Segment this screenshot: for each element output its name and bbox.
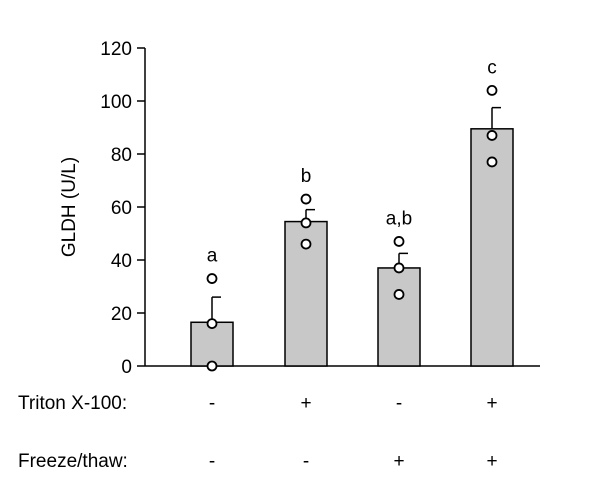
data-point — [300, 217, 312, 229]
condition-value: + — [393, 451, 404, 472]
condition-value: - — [209, 451, 215, 472]
data-point — [486, 130, 498, 141]
condition-label: Triton X-100: — [18, 393, 127, 414]
y-tick-label: 60 — [111, 198, 132, 219]
data-point — [486, 85, 498, 96]
data-point — [486, 156, 498, 168]
y-tick-label: 100 — [100, 92, 132, 113]
data-point — [393, 289, 405, 300]
condition-value: + — [486, 393, 497, 414]
y-tick-label: 120 — [100, 39, 132, 60]
y-tick-label: 0 — [121, 357, 132, 378]
condition-value: - — [396, 393, 402, 414]
data-point — [206, 273, 218, 284]
bar — [377, 267, 421, 367]
data-point — [206, 318, 218, 330]
bar — [190, 321, 234, 367]
y-tick-label: 40 — [111, 251, 132, 272]
bar — [284, 220, 328, 367]
plot-area: 0 20 40 60 80 100 120 a b a,b c Triton X-100: - + - + Fr… — [18, 39, 540, 472]
data-point — [393, 236, 405, 247]
condition-value: - — [209, 393, 215, 414]
y-tick-label: 20 — [111, 304, 132, 325]
data-point — [300, 238, 312, 250]
condition-value: + — [486, 451, 497, 472]
significance-letter: b — [301, 166, 312, 187]
bar — [470, 128, 514, 367]
y-tick-label: 80 — [111, 145, 132, 166]
condition-value: - — [303, 451, 309, 472]
condition-label: Freeze/thaw: — [18, 451, 128, 472]
significance-letter: a — [207, 246, 218, 267]
y-axis-label: GLDH (U/L) — [59, 157, 80, 257]
data-point — [206, 360, 218, 372]
significance-letter: a,b — [386, 208, 412, 229]
data-point — [300, 193, 312, 205]
condition-value: + — [300, 393, 311, 414]
data-point — [393, 262, 405, 274]
significance-letter: c — [487, 57, 497, 78]
